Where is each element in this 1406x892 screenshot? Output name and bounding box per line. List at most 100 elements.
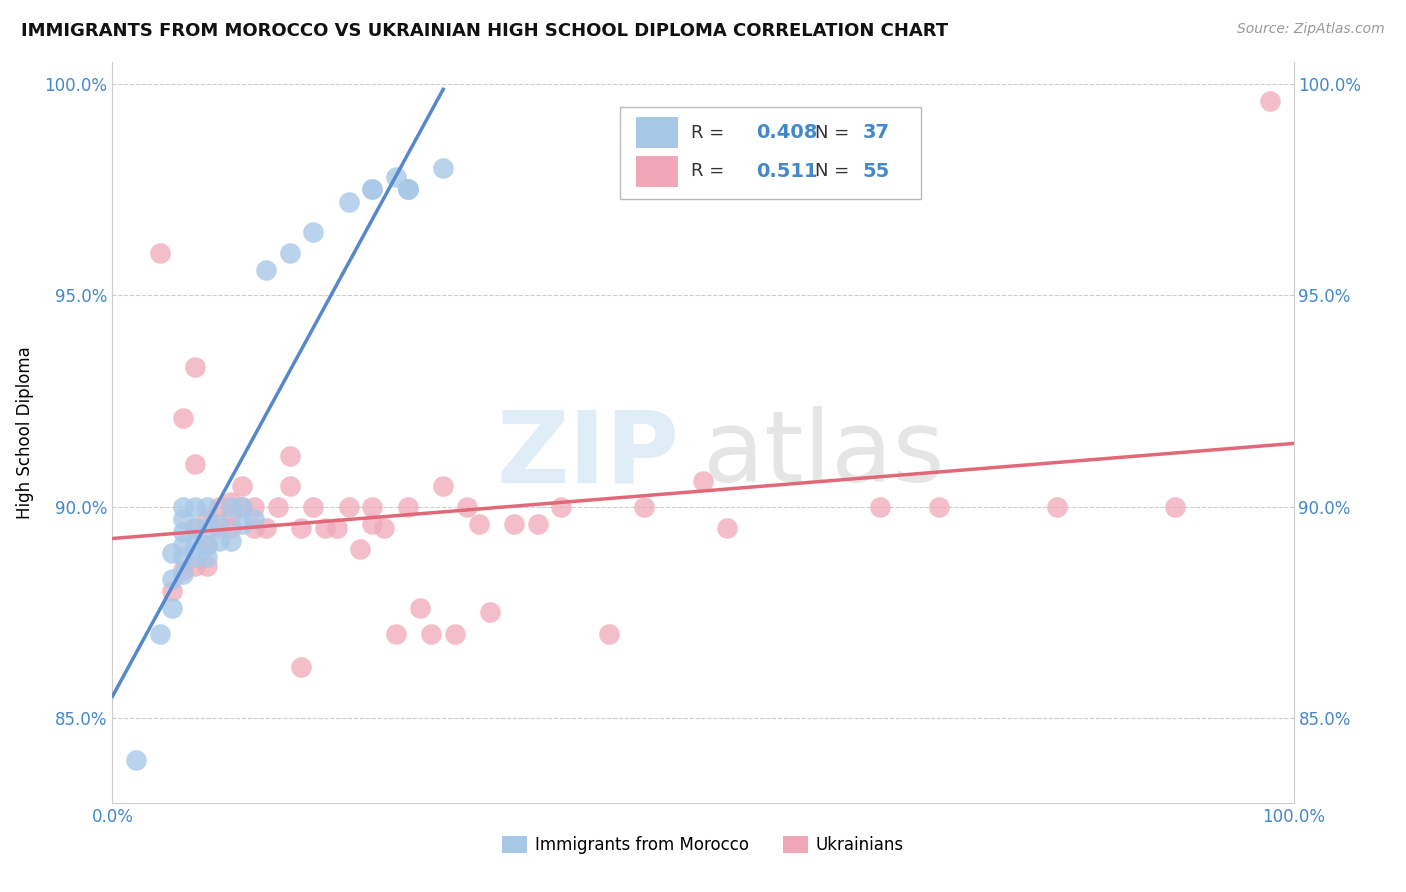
Point	[349, 541, 371, 556]
Legend: Immigrants from Morocco, Ukrainians: Immigrants from Morocco, Ukrainians	[495, 830, 911, 861]
Point	[172, 563, 194, 577]
FancyBboxPatch shape	[636, 156, 678, 186]
Point	[278, 245, 301, 260]
Text: R =: R =	[692, 124, 724, 142]
Point	[195, 558, 218, 573]
Point	[231, 500, 253, 514]
Point	[408, 601, 430, 615]
Point	[160, 584, 183, 599]
Point	[598, 626, 620, 640]
Point	[692, 475, 714, 489]
Text: N =: N =	[815, 124, 849, 142]
Point	[869, 500, 891, 514]
Point	[290, 521, 312, 535]
Point	[195, 550, 218, 565]
Point	[219, 495, 242, 509]
Point	[479, 606, 502, 620]
FancyBboxPatch shape	[620, 107, 921, 200]
Point	[467, 516, 489, 531]
Point	[219, 508, 242, 522]
Text: IMMIGRANTS FROM MOROCCO VS UKRAINIAN HIGH SCHOOL DIPLOMA CORRELATION CHART: IMMIGRANTS FROM MOROCCO VS UKRAINIAN HIG…	[21, 22, 948, 40]
Point	[184, 500, 207, 514]
Point	[160, 572, 183, 586]
Point	[1258, 94, 1281, 108]
Point	[195, 500, 218, 514]
Point	[396, 500, 419, 514]
Point	[337, 195, 360, 210]
Point	[716, 521, 738, 535]
Text: ZIP: ZIP	[496, 407, 679, 503]
Point	[254, 262, 277, 277]
Point	[503, 516, 526, 531]
Point	[456, 500, 478, 514]
Point	[302, 500, 325, 514]
Point	[172, 512, 194, 526]
Point	[337, 500, 360, 514]
Point	[385, 626, 408, 640]
Point	[208, 516, 231, 531]
Point	[928, 500, 950, 514]
Point	[149, 626, 172, 640]
Text: R =: R =	[692, 162, 724, 180]
Point	[172, 500, 194, 514]
Point	[219, 533, 242, 548]
Text: 0.408: 0.408	[756, 123, 817, 143]
Point	[432, 478, 454, 492]
Point	[195, 538, 218, 552]
Text: N =: N =	[815, 162, 849, 180]
Point	[160, 546, 183, 560]
Point	[219, 521, 242, 535]
Point	[172, 550, 194, 565]
Point	[184, 359, 207, 374]
Point	[208, 500, 231, 514]
Point	[195, 538, 218, 552]
Point	[326, 521, 349, 535]
Point	[195, 521, 218, 535]
Point	[361, 182, 384, 196]
Point	[208, 521, 231, 535]
Text: 55: 55	[862, 161, 890, 181]
Point	[160, 601, 183, 615]
Point	[526, 516, 548, 531]
Point	[184, 538, 207, 552]
Point	[184, 550, 207, 565]
Point	[314, 521, 336, 535]
Point	[278, 449, 301, 463]
Point	[267, 500, 290, 514]
Point	[385, 169, 408, 184]
FancyBboxPatch shape	[636, 117, 678, 148]
Point	[361, 500, 384, 514]
Point	[243, 500, 266, 514]
Point	[254, 521, 277, 535]
Point	[243, 521, 266, 535]
Point	[361, 516, 384, 531]
Point	[172, 410, 194, 425]
Y-axis label: High School Diploma: High School Diploma	[15, 346, 34, 519]
Point	[184, 521, 207, 535]
Point	[432, 161, 454, 176]
Point	[219, 500, 242, 514]
Point	[1046, 500, 1069, 514]
Point	[149, 245, 172, 260]
Point	[290, 660, 312, 674]
Point	[172, 567, 194, 582]
Text: 0.511: 0.511	[756, 161, 818, 181]
Point	[184, 458, 207, 472]
Point	[1164, 500, 1187, 514]
Point	[396, 182, 419, 196]
Point	[125, 754, 148, 768]
Point	[208, 533, 231, 548]
Point	[373, 521, 395, 535]
Point	[184, 521, 207, 535]
Point	[172, 524, 194, 539]
Point	[361, 182, 384, 196]
Point	[444, 626, 467, 640]
Point	[396, 182, 419, 196]
Point	[278, 478, 301, 492]
Text: atlas: atlas	[703, 407, 945, 503]
Text: 37: 37	[862, 123, 890, 143]
Point	[550, 500, 572, 514]
Point	[302, 225, 325, 239]
Point	[243, 512, 266, 526]
Point	[172, 538, 194, 552]
